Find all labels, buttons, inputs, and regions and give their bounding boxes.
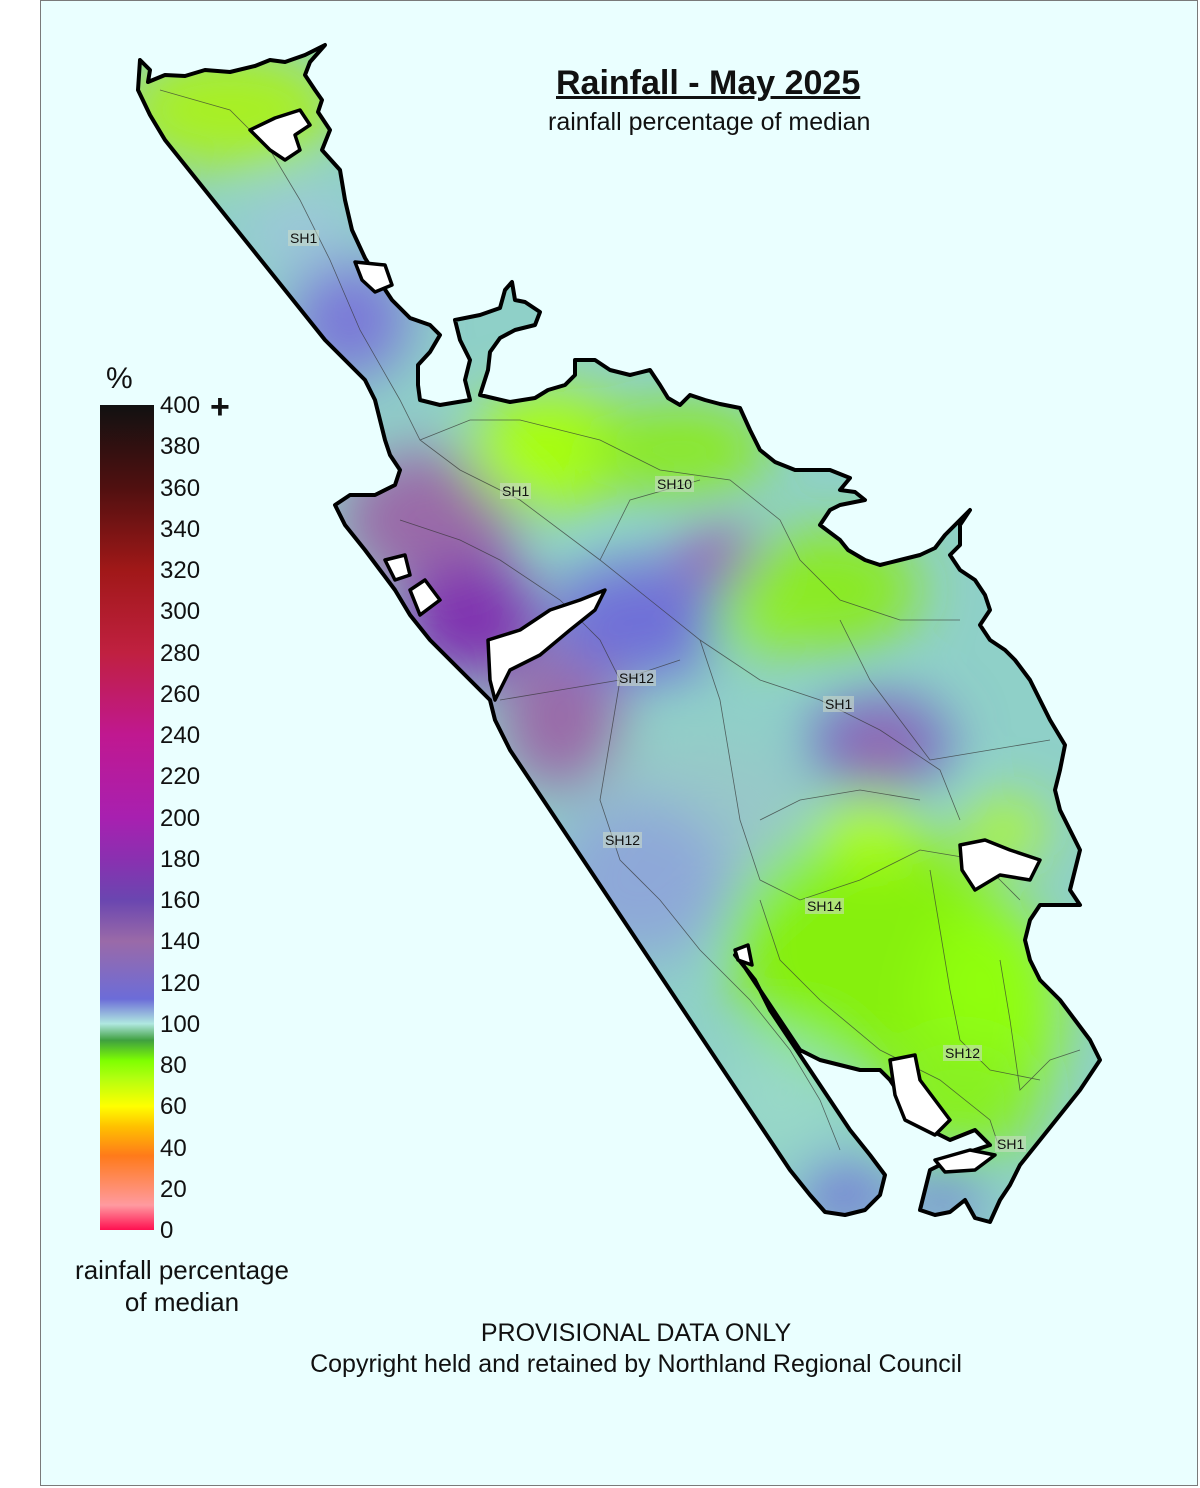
map-subtitle: rainfall percentage of median xyxy=(548,108,871,136)
legend-tick-label: 380 xyxy=(160,433,201,461)
northland-coastline xyxy=(136,43,1102,1224)
legend-tick-label: 220 xyxy=(160,763,201,791)
legend-tick-label: 40 xyxy=(160,1134,187,1162)
road-label: SH12 xyxy=(603,832,643,848)
road-label: SH1 xyxy=(995,1136,1027,1152)
road-label: SH14 xyxy=(805,898,845,914)
legend-tick-label: 320 xyxy=(160,557,201,584)
road-label: SH10 xyxy=(655,476,695,492)
legend-caption: rainfall percentage of median xyxy=(75,1255,289,1317)
legend-tick-label: 200 xyxy=(160,804,201,832)
provisional-note: PROVISIONAL DATA ONLY xyxy=(480,1319,792,1347)
legend-tick-label: 60 xyxy=(160,1093,187,1121)
legend-tick-label: 140 xyxy=(160,928,201,956)
legend-tick-label: 400 xyxy=(160,392,201,419)
legend-tick-label: 300 xyxy=(160,598,201,626)
legend-tick-label: 0 xyxy=(160,1217,174,1244)
copyright-note: Copyright held and retained by Northland… xyxy=(310,1350,962,1378)
road-label: SH12 xyxy=(617,670,657,686)
legend-tick-label: 340 xyxy=(160,515,201,543)
legend-tick-label: 80 xyxy=(160,1052,187,1079)
legend-tick-label: 240 xyxy=(160,722,201,749)
road-label: SH1 xyxy=(823,696,855,712)
legend-tick-label: 100 xyxy=(160,1010,201,1038)
legend-tick-label: 120 xyxy=(160,969,201,997)
legend-tick-label: 360 xyxy=(160,474,201,502)
legend-color-bar xyxy=(100,405,154,1230)
legend-tick-label: 280 xyxy=(160,639,201,667)
map-footer: PROVISIONAL DATA ONLY Copyright held and… xyxy=(236,1318,1036,1380)
legend-plus: + xyxy=(210,388,230,426)
road-label: SH1 xyxy=(288,230,320,246)
map-title: Rainfall - May 2025 xyxy=(556,64,861,102)
legend-tick-label: 180 xyxy=(160,845,201,873)
legend-unit: % xyxy=(106,362,133,395)
legend-tick-label: 260 xyxy=(160,680,201,708)
road-label: SH12 xyxy=(943,1045,983,1061)
road-label: SH1 xyxy=(500,483,532,499)
legend-tick-label: 20 xyxy=(160,1175,187,1203)
harbour-inlets xyxy=(248,108,1042,1174)
legend-tick-label: 160 xyxy=(160,887,201,914)
